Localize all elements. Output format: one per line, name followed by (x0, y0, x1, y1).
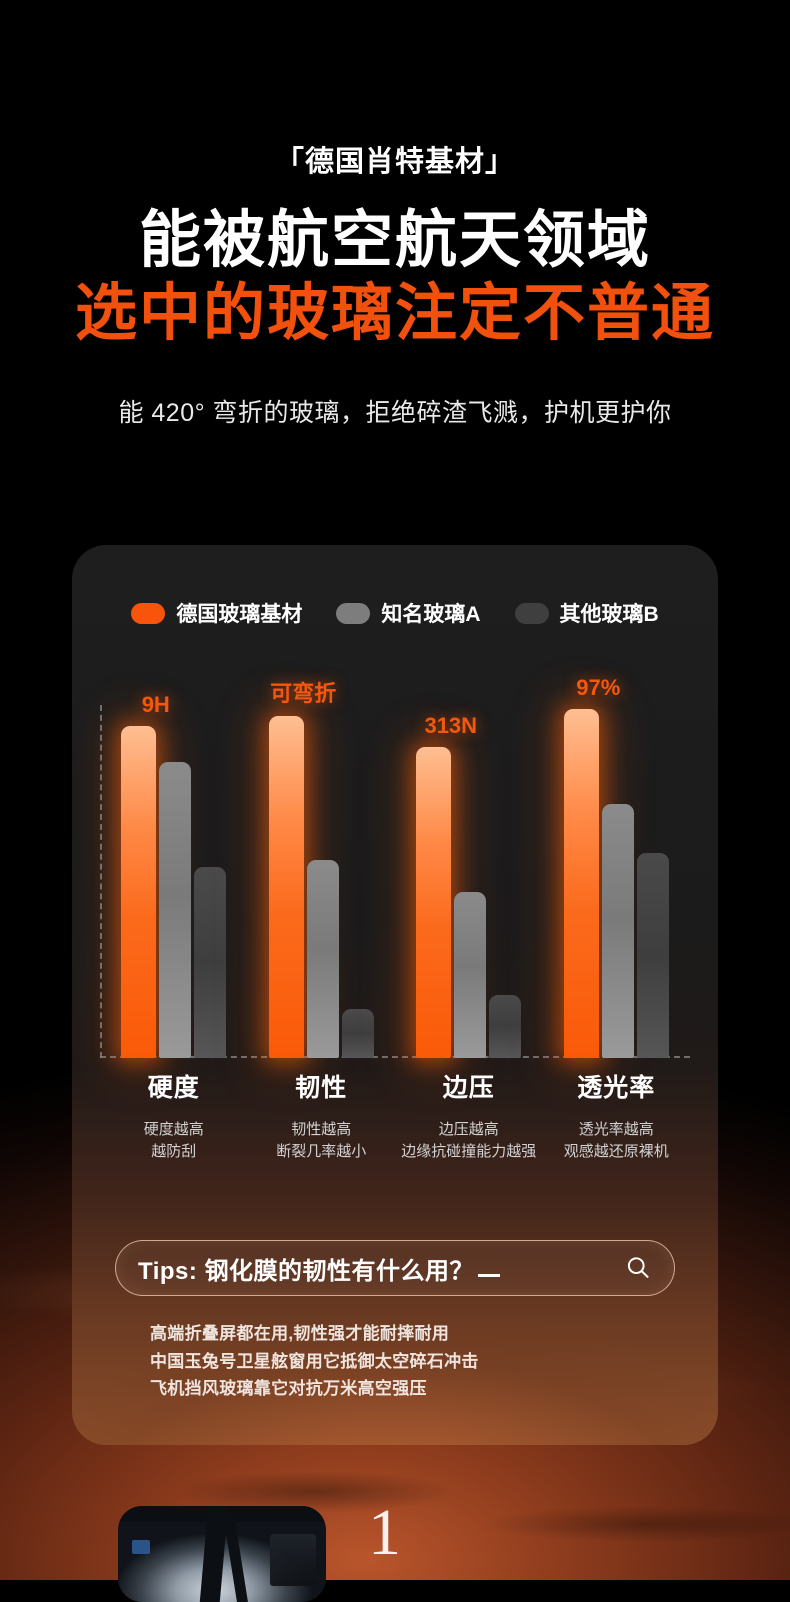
legend-swatch-icon (131, 602, 166, 624)
tips-bullet: 中国玉兔号卫星舷窗用它抵御太空碎石冲击 (150, 1351, 479, 1371)
bar-series-0 (121, 726, 157, 1058)
bar-series-0 (416, 747, 452, 1058)
legend-item-2: 其他玻璃B (514, 598, 659, 628)
legend-item-0: 德国玻璃基材 (131, 598, 302, 628)
bar-series-2 (341, 1008, 374, 1058)
text-cursor (478, 1273, 501, 1277)
window-strut (223, 1514, 248, 1602)
page-number: 1 (368, 1496, 401, 1569)
bar-chart-plot: 9H 可弯折 313N (100, 675, 691, 1058)
legend-swatch-icon (336, 602, 371, 624)
legend-label: 德国玻璃基材 (176, 603, 303, 626)
bar-series-2 (636, 853, 669, 1058)
bar-series-1 (306, 860, 339, 1058)
tips-text: Tips: 钢化膜的韧性有什么用？ (138, 1251, 624, 1286)
legend-swatch-icon (514, 602, 549, 624)
category-name: 硬度 (147, 1074, 200, 1102)
headline-line-2: 选中的玻璃注定不普通 (74, 279, 715, 349)
bar-series-1 (454, 892, 487, 1058)
category-name: 边压 (442, 1074, 495, 1102)
search-icon[interactable] (624, 1254, 652, 1282)
category-description: 韧性越高 断裂几率越小 (248, 1119, 396, 1163)
category-description: 硬度越高 越防刮 (100, 1119, 248, 1163)
bar-series-2 (489, 994, 522, 1058)
bar-series-2 (194, 867, 227, 1058)
tips-bullet-list: 高端折叠屏都在用,韧性强才能耐摔耐用 中国玉兔号卫星舷窗用它抵御太空碎石冲击 飞… (150, 1320, 670, 1403)
category-description: 透光率越高 观感越还原裸机 (543, 1119, 691, 1163)
category-description-line: 边缘抗碰撞能力越强 (401, 1142, 537, 1160)
legend-label: 知名玻璃A (381, 603, 481, 626)
x-axis-dashed (100, 1056, 690, 1058)
bar-series-1 (601, 803, 634, 1058)
y-axis-dashed (100, 705, 102, 1058)
x-label-group-0: 硬度 硬度越高 越防刮 (100, 1068, 248, 1163)
legend-item-1: 知名玻璃A (336, 598, 481, 628)
bar-series-1 (159, 761, 192, 1058)
bars (100, 705, 248, 1058)
tips-bullet: 飞机挡风玻璃靠它对抗万米高空强压 (150, 1379, 427, 1399)
bar-group-0: 9H (100, 692, 248, 1058)
chart-legend: 德国玻璃基材 知名玻璃A 其他玻璃B (72, 598, 718, 628)
window-detail (132, 1540, 150, 1554)
category-name: 透光率 (577, 1074, 656, 1102)
bar-value-label: 97% (576, 674, 621, 700)
eyebrow-text: 「德国肖特基材」 (274, 146, 515, 178)
tips-question: Tips: 钢化膜的韧性有什么用？ (138, 1257, 475, 1285)
tips-bullet: 高端折叠屏都在用,韧性强才能耐摔耐用 (150, 1324, 450, 1343)
bar-series-0 (268, 715, 304, 1058)
x-axis-labels: 硬度 硬度越高 越防刮 韧性 韧性越高 断裂几率越小 边压 边压越高 边缘抗碰撞… (100, 1068, 690, 1163)
bar-value-label: 313N (424, 713, 478, 739)
category-description-line: 断裂几率越小 (276, 1142, 367, 1160)
category-description-line: 观感越还原裸机 (563, 1142, 669, 1160)
bar-group-2: 313N (395, 705, 543, 1058)
category-name: 韧性 (295, 1074, 348, 1102)
legend-label: 其他玻璃B (559, 603, 659, 626)
category-description-line: 韧性越高 (291, 1121, 352, 1138)
bar-groups: 9H 可弯折 313N (100, 675, 691, 1058)
category-description: 边压越高 边缘抗碰撞能力越强 (395, 1119, 543, 1163)
headline-line-1: 能被航空航天领域 (138, 206, 651, 275)
category-description-line: 硬度越高 (143, 1121, 204, 1138)
bars (543, 705, 691, 1058)
x-label-group-2: 边压 边压越高 边缘抗碰撞能力越强 (395, 1068, 543, 1163)
bars (248, 705, 396, 1058)
subheadline: 能 420° 弯折的玻璃，拒绝碎渣飞溅，护机更护你 (118, 399, 672, 428)
category-description-line: 透光率越高 (578, 1121, 654, 1138)
bar-value-label: 可弯折 (270, 680, 337, 706)
tips-search-bar[interactable]: Tips: 钢化膜的韧性有什么用？ (115, 1240, 675, 1296)
bar-value-label: 9H (141, 692, 170, 718)
spacecraft-window-thumbnail[interactable] (118, 1506, 326, 1602)
category-description-line: 越防刮 (151, 1142, 197, 1160)
bars (395, 705, 543, 1058)
instrument-panel (270, 1534, 316, 1586)
comparison-chart-card: 德国玻璃基材 知名玻璃A 其他玻璃B 9H (72, 545, 718, 1445)
bar-group-1: 可弯折 (248, 681, 396, 1058)
x-label-group-1: 韧性 韧性越高 断裂几率越小 (248, 1068, 396, 1163)
bar-series-0 (563, 708, 599, 1058)
bar-group-3: 97% (543, 675, 691, 1058)
x-label-group-3: 透光率 透光率越高 观感越还原裸机 (543, 1068, 691, 1163)
category-description-line: 边压越高 (438, 1121, 499, 1138)
